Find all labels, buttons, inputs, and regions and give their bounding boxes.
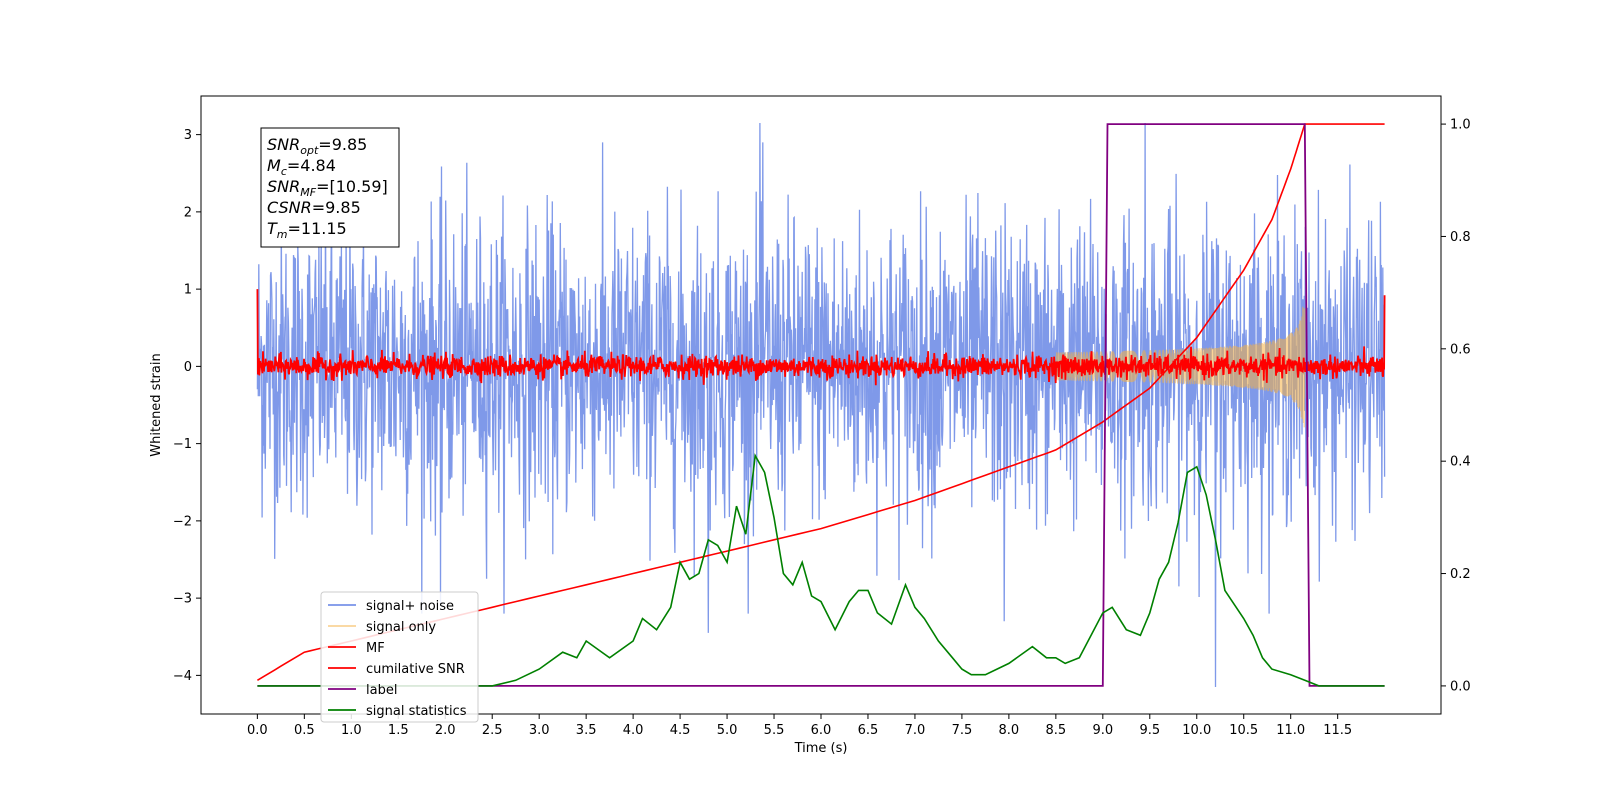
y-left-tick-label: 1 [184, 283, 192, 298]
x-tick-label: 0.5 [294, 723, 315, 738]
x-tick-label: 6.0 [811, 723, 832, 738]
x-axis-ticks: 0.0 0.5 1.0 1.5 2.0 2.5 3.0 3.5 4.0 4.5 5.0 5.5 6.0 6… [247, 714, 1352, 738]
x-tick-label: 5.0 [717, 723, 738, 738]
series-mf [256, 289, 1386, 386]
y-left-tick-label: −4 [173, 669, 192, 684]
x-tick-label: 9.0 [1092, 723, 1113, 738]
annotation-line: Tm=11.15 [267, 219, 347, 241]
x-tick-label: 7.0 [905, 723, 926, 738]
x-tick-label: 4.0 [623, 723, 644, 738]
annotation-line: CSNR=9.85 [267, 198, 361, 217]
y-left-tick-label: 3 [184, 128, 192, 143]
annotation-box: SNRopt=9.85Mc=4.84SNRMF=[10.59]CSNR=9.85… [260, 127, 400, 248]
y-left-tick-label: 2 [184, 205, 192, 220]
x-tick-label: 3.0 [529, 723, 550, 738]
x-tick-label: 3.5 [576, 723, 597, 738]
y-right-tick-label: 0.8 [1450, 230, 1471, 245]
y-axis-left-ticks: 3 2 1 0 −1 −2 −3 −4 [173, 128, 201, 684]
legend-frame [320, 591, 479, 723]
y-left-tick-label: 0 [184, 360, 192, 375]
series-signal-statistics [257, 453, 1385, 687]
annotation-line: SNRMF=[10.59] [267, 177, 388, 199]
x-tick-label: 11.5 [1323, 723, 1352, 738]
x-tick-label: 2.5 [482, 723, 503, 738]
x-tick-label: 4.5 [670, 723, 691, 738]
x-tick-label: 10.0 [1182, 723, 1211, 738]
y-left-tick-label: −3 [173, 592, 192, 607]
x-axis-label: Time (s) [794, 741, 848, 756]
annotation-frame [260, 127, 400, 248]
y-left-tick-label: −1 [173, 437, 192, 452]
y-axis-label: Whitened strain [149, 353, 164, 456]
x-tick-label: 6.5 [858, 723, 879, 738]
annotation-line: SNRopt=9.85 [267, 135, 367, 157]
y-right-tick-label: 0.4 [1450, 455, 1471, 470]
y-right-tick-label: 0.2 [1450, 567, 1471, 582]
y-axis-right-ticks: 1.0 0.8 0.6 0.4 0.2 0.0 [1441, 118, 1471, 694]
x-tick-label: 9.5 [1139, 723, 1160, 738]
y-right-tick-label: 1.0 [1450, 118, 1471, 133]
legend-label: signal+ noise [366, 599, 454, 614]
x-tick-label: 8.0 [999, 723, 1020, 738]
x-tick-label: 11.0 [1276, 723, 1305, 738]
series-signal-plus-noise [256, 122, 1386, 688]
legend-label: label [366, 683, 397, 698]
legend-label: cumilative SNR [366, 662, 465, 677]
x-tick-label: 8.5 [1046, 723, 1067, 738]
legend-label: signal statistics [366, 704, 467, 719]
x-tick-label: 2.0 [435, 723, 456, 738]
x-tick-label: 1.0 [341, 723, 362, 738]
y-right-tick-label: 0.0 [1450, 679, 1471, 694]
x-tick-label: 1.5 [388, 723, 409, 738]
y-left-tick-label: −2 [173, 514, 192, 529]
legend-label: signal only [366, 620, 436, 635]
annotation-line: Mc=4.84 [267, 156, 336, 178]
x-tick-label: 7.5 [952, 723, 973, 738]
x-tick-label: 10.5 [1229, 723, 1258, 738]
x-tick-label: 5.5 [764, 723, 785, 738]
legend: signal+ noise signal only MF cumilative SNR… [320, 591, 479, 723]
y-right-tick-label: 0.6 [1450, 342, 1471, 357]
legend-label: MF [366, 641, 385, 656]
x-tick-label: 0.0 [247, 723, 268, 738]
